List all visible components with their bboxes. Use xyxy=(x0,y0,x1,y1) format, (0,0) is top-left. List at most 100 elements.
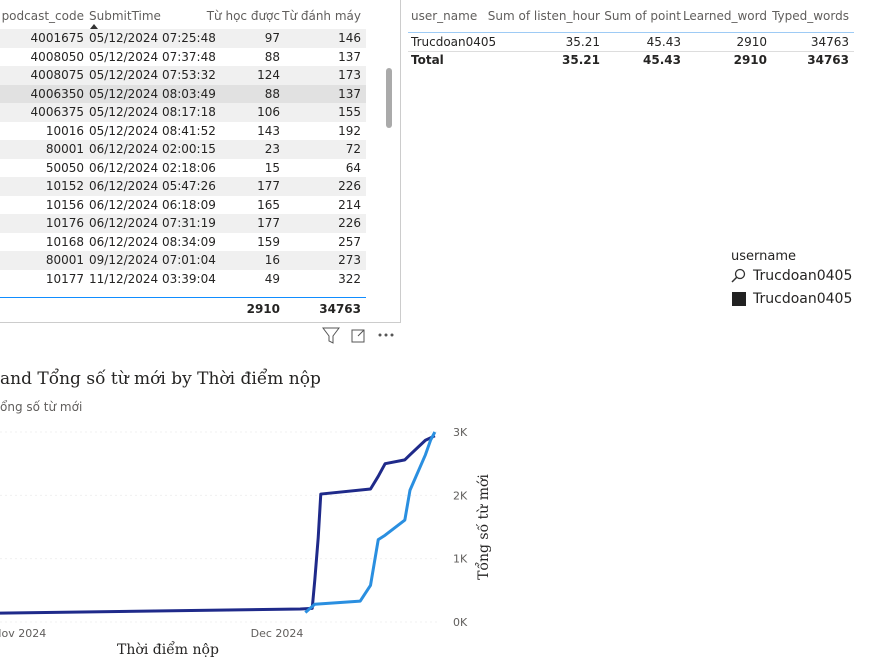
cell: 05/12/2024 08:41:52 xyxy=(89,123,216,138)
row-bg xyxy=(0,232,366,252)
cell: 09/12/2024 07:01:04 xyxy=(89,253,216,268)
cell: 16 xyxy=(264,253,280,268)
slicer: username Trucdoan0405 Trucdoan0405 xyxy=(724,248,889,318)
cell: 05/12/2024 08:03:49 xyxy=(89,86,216,101)
cell: 72 xyxy=(345,142,361,157)
focus-icon[interactable] xyxy=(351,329,365,343)
cell: 06/12/2024 02:18:06 xyxy=(89,160,216,175)
cell: 64 xyxy=(345,160,361,175)
line-series xyxy=(304,431,437,614)
scrollbar xyxy=(386,68,392,128)
cell: 226 xyxy=(338,179,361,194)
cell: 10176 xyxy=(45,216,84,231)
total-divider xyxy=(0,297,366,298)
checkbox[interactable] xyxy=(732,292,746,306)
cell: 49 xyxy=(264,272,280,287)
cell: 143 xyxy=(257,123,280,138)
column-header: Từ học được xyxy=(206,9,280,23)
sort-arrow[interactable] xyxy=(90,24,98,29)
cell: 177 xyxy=(257,216,280,231)
y-tick-label: 2K xyxy=(453,489,468,502)
column-header: Typed_words xyxy=(772,9,849,23)
total-cell: 35.21 xyxy=(562,53,600,67)
cell: 10016 xyxy=(45,123,84,138)
cell: 05/12/2024 07:37:48 xyxy=(89,49,216,64)
slicer-item[interactable]: Trucdoan0405 xyxy=(753,291,853,307)
cell: 06/12/2024 06:18:09 xyxy=(89,197,216,212)
cell: 06/12/2024 07:31:19 xyxy=(89,216,216,231)
x-tick-label: Dec 2024 xyxy=(251,627,304,640)
column-header: SubmitTime xyxy=(89,9,161,23)
cell: 226 xyxy=(338,216,361,231)
row-bg xyxy=(0,66,366,85)
column-header: Sum of listen_hour xyxy=(487,9,600,23)
more-options[interactable] xyxy=(378,333,394,337)
row-bg xyxy=(0,29,366,48)
cell: 146 xyxy=(338,31,361,45)
y-tick-label: 0K xyxy=(453,616,468,629)
cell: 45.43 xyxy=(646,35,681,49)
cell: 80001 xyxy=(45,142,84,157)
cell: 06/12/2024 02:00:15 xyxy=(89,142,216,157)
cell: Trucdoan0405 xyxy=(411,35,497,49)
cell: 06/12/2024 08:34:09 xyxy=(89,234,216,249)
cell: 173 xyxy=(338,68,361,83)
cell: 88 xyxy=(264,49,280,64)
total-cell: Total xyxy=(411,53,444,67)
row-bg xyxy=(0,84,366,104)
cell: 165 xyxy=(257,197,280,212)
row-bg xyxy=(0,103,366,122)
row-bg xyxy=(0,47,366,67)
column-header: podcast_code xyxy=(1,9,84,23)
column-header: Learned_word xyxy=(682,9,767,23)
row-bg xyxy=(0,214,366,233)
cell: 05/12/2024 07:53:32 xyxy=(89,68,216,83)
total-cell: 2910 xyxy=(246,302,280,316)
y-tick-label: 3K xyxy=(453,426,468,439)
x-axis-title: Thời điểm nộp xyxy=(117,640,219,658)
cell: 2910 xyxy=(736,35,767,49)
cell: 177 xyxy=(257,179,280,194)
cell: 4008050 xyxy=(30,49,84,64)
cell: 10156 xyxy=(45,197,84,212)
total-cell: 2910 xyxy=(733,53,767,67)
total-cell: 45.43 xyxy=(643,53,681,67)
cell: 192 xyxy=(338,123,361,138)
y-tick-label: 1K xyxy=(453,553,468,566)
cell: 35.21 xyxy=(565,35,600,49)
cell: 97 xyxy=(264,31,280,45)
cell: 273 xyxy=(338,253,361,268)
column-header: Từ đánh máy xyxy=(282,9,361,23)
cell: 4001675 xyxy=(30,31,84,45)
chart-title: and Tổng số từ mới by Thời điểm nộp xyxy=(0,369,321,389)
cell: 10177 xyxy=(45,272,84,287)
cell: 80001 xyxy=(45,253,84,268)
total-divider xyxy=(408,51,854,52)
header-divider xyxy=(408,32,854,33)
detail-table: podcast_code SubmitTime Từ học được Từ đánh… xyxy=(0,0,401,323)
x-tick-label: Nov 2024 xyxy=(0,627,46,640)
visual-toolbar xyxy=(322,327,394,344)
cell: 06/12/2024 05:47:26 xyxy=(89,179,216,194)
cell: 11/12/2024 03:39:04 xyxy=(89,272,216,287)
cell: 10168 xyxy=(45,234,84,249)
y-axis-title: Tổng số từ mới xyxy=(474,474,492,580)
cell: 155 xyxy=(338,105,361,120)
cell: 159 xyxy=(257,234,280,249)
row-bg xyxy=(0,140,366,159)
cell: 88 xyxy=(264,86,280,101)
cell: 214 xyxy=(338,197,361,212)
filter-icon[interactable] xyxy=(322,327,340,344)
column-header: user_name xyxy=(411,9,478,23)
cell: 257 xyxy=(338,234,361,249)
cell: 322 xyxy=(338,272,361,287)
cell: 50050 xyxy=(45,160,84,175)
cell: 05/12/2024 08:17:18 xyxy=(89,105,216,120)
cell: 124 xyxy=(257,68,280,83)
row-bg xyxy=(0,195,366,215)
cell: 05/12/2024 07:25:48 xyxy=(89,31,216,45)
slicer-search[interactable]: Trucdoan0405 xyxy=(753,268,853,284)
summary-table: user_name Sum of listen_hour Sum of point L… xyxy=(400,0,860,80)
search-icon xyxy=(731,268,746,283)
